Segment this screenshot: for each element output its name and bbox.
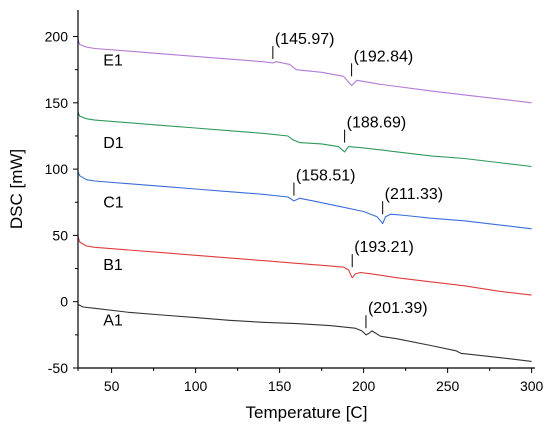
x-tick-label: 300 bbox=[520, 378, 544, 394]
y-tick-label: 150 bbox=[45, 95, 69, 111]
series-line-c1 bbox=[77, 171, 532, 230]
x-tick-label: 250 bbox=[436, 378, 460, 394]
annotation-label: (145.97) bbox=[275, 31, 335, 48]
x-tick-label: 50 bbox=[104, 378, 120, 394]
x-tick-label: 100 bbox=[184, 378, 208, 394]
series-label-d1: D1 bbox=[103, 135, 124, 152]
y-axis-title: DSC [mW] bbox=[7, 149, 26, 229]
annotation-label: (188.69) bbox=[347, 115, 407, 132]
annotation-label: (158.51) bbox=[296, 168, 356, 185]
series-line-d1 bbox=[77, 111, 532, 168]
series-label-e1: E1 bbox=[103, 53, 123, 70]
series-label-c1: C1 bbox=[103, 195, 124, 212]
series-label-b1: B1 bbox=[103, 257, 123, 274]
series-label-a1: A1 bbox=[103, 313, 123, 330]
annotation-label: (211.33) bbox=[385, 186, 443, 203]
series-line-b1 bbox=[77, 236, 532, 296]
y-tick-label: 100 bbox=[45, 161, 69, 177]
y-tick-label: 0 bbox=[60, 294, 68, 310]
y-tick-label: -50 bbox=[48, 360, 68, 376]
x-tick-label: 150 bbox=[268, 378, 292, 394]
series-group: A1 B1 C1 D1 E1 bbox=[77, 39, 532, 362]
annotation-label: (201.39) bbox=[368, 300, 428, 317]
annotation-label: (192.84) bbox=[354, 48, 414, 65]
series-line-e1 bbox=[77, 39, 532, 104]
x-tick-label: 200 bbox=[352, 378, 376, 394]
x-axis-title: Temperature [C] bbox=[246, 403, 368, 422]
series-line-a1 bbox=[77, 303, 532, 362]
axes-group: 50 100 150 200 250 300 -50 0 50 100 150 200 bbox=[45, 10, 544, 394]
annotations-group: (201.39) (193.21) (158.51) (211.33) (188.69)… bbox=[272, 31, 443, 329]
annotation-label: (193.21) bbox=[354, 239, 414, 256]
y-tick-label: 200 bbox=[45, 29, 69, 45]
y-tick-label: 50 bbox=[52, 227, 68, 243]
